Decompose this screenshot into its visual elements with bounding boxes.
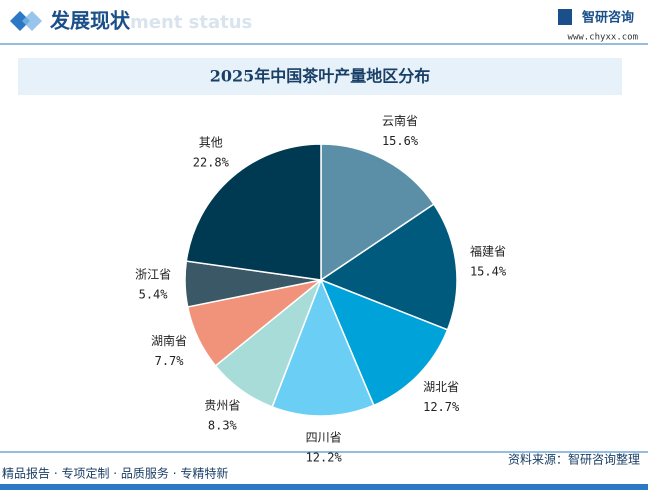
pie-slice xyxy=(319,278,449,407)
value-label: 22.8% xyxy=(193,156,230,170)
footer-bar xyxy=(0,484,648,490)
slice-label: 云南省 xyxy=(382,113,418,128)
logo-url: www.chyxx.com xyxy=(568,33,638,43)
header-icon xyxy=(22,11,42,31)
source: 资料来源：智研咨询整理 xyxy=(508,452,640,467)
pie-slice xyxy=(271,277,375,417)
slice-label: 福建省 xyxy=(470,243,506,258)
value-label: 5.4% xyxy=(139,288,169,302)
header-watermark: ment status xyxy=(130,12,252,33)
header-title: 发展现状 xyxy=(49,9,131,33)
value-label: 12.2% xyxy=(306,450,343,464)
pie-slice xyxy=(320,143,435,282)
slice-label: 湖北省 xyxy=(423,379,459,394)
pie: 云南省 15.6% 福建省 15.4% 湖北省 12.7% 四川省 12.2% 贵州省 8.3% 湖… xyxy=(135,113,507,464)
chart-title: 2025年中国茶叶产量地区分布 xyxy=(210,67,431,86)
logo-icon xyxy=(558,9,572,25)
value-label: 15.6% xyxy=(382,134,419,148)
slice-label: 四川省 xyxy=(306,430,342,444)
slice-label: 贵州省 xyxy=(204,398,240,412)
header-icon xyxy=(10,11,30,31)
pie-slice xyxy=(185,143,322,281)
slice-label: 浙江省 xyxy=(135,268,171,282)
value-label: 8.3% xyxy=(208,418,238,432)
slice-label: 湖南省 xyxy=(151,333,187,348)
value-label: 12.7% xyxy=(423,400,460,414)
title-box xyxy=(18,58,622,95)
logo-text: 智研咨询 xyxy=(582,10,634,26)
value-label: 7.7% xyxy=(155,354,185,368)
slice-label: 其他 xyxy=(199,136,223,150)
pie-slice xyxy=(319,203,458,331)
value-label: 15.4% xyxy=(470,264,507,278)
slogan: 精品报告 · 专项定制 · 品质服务 · 专精特新 xyxy=(2,466,228,481)
